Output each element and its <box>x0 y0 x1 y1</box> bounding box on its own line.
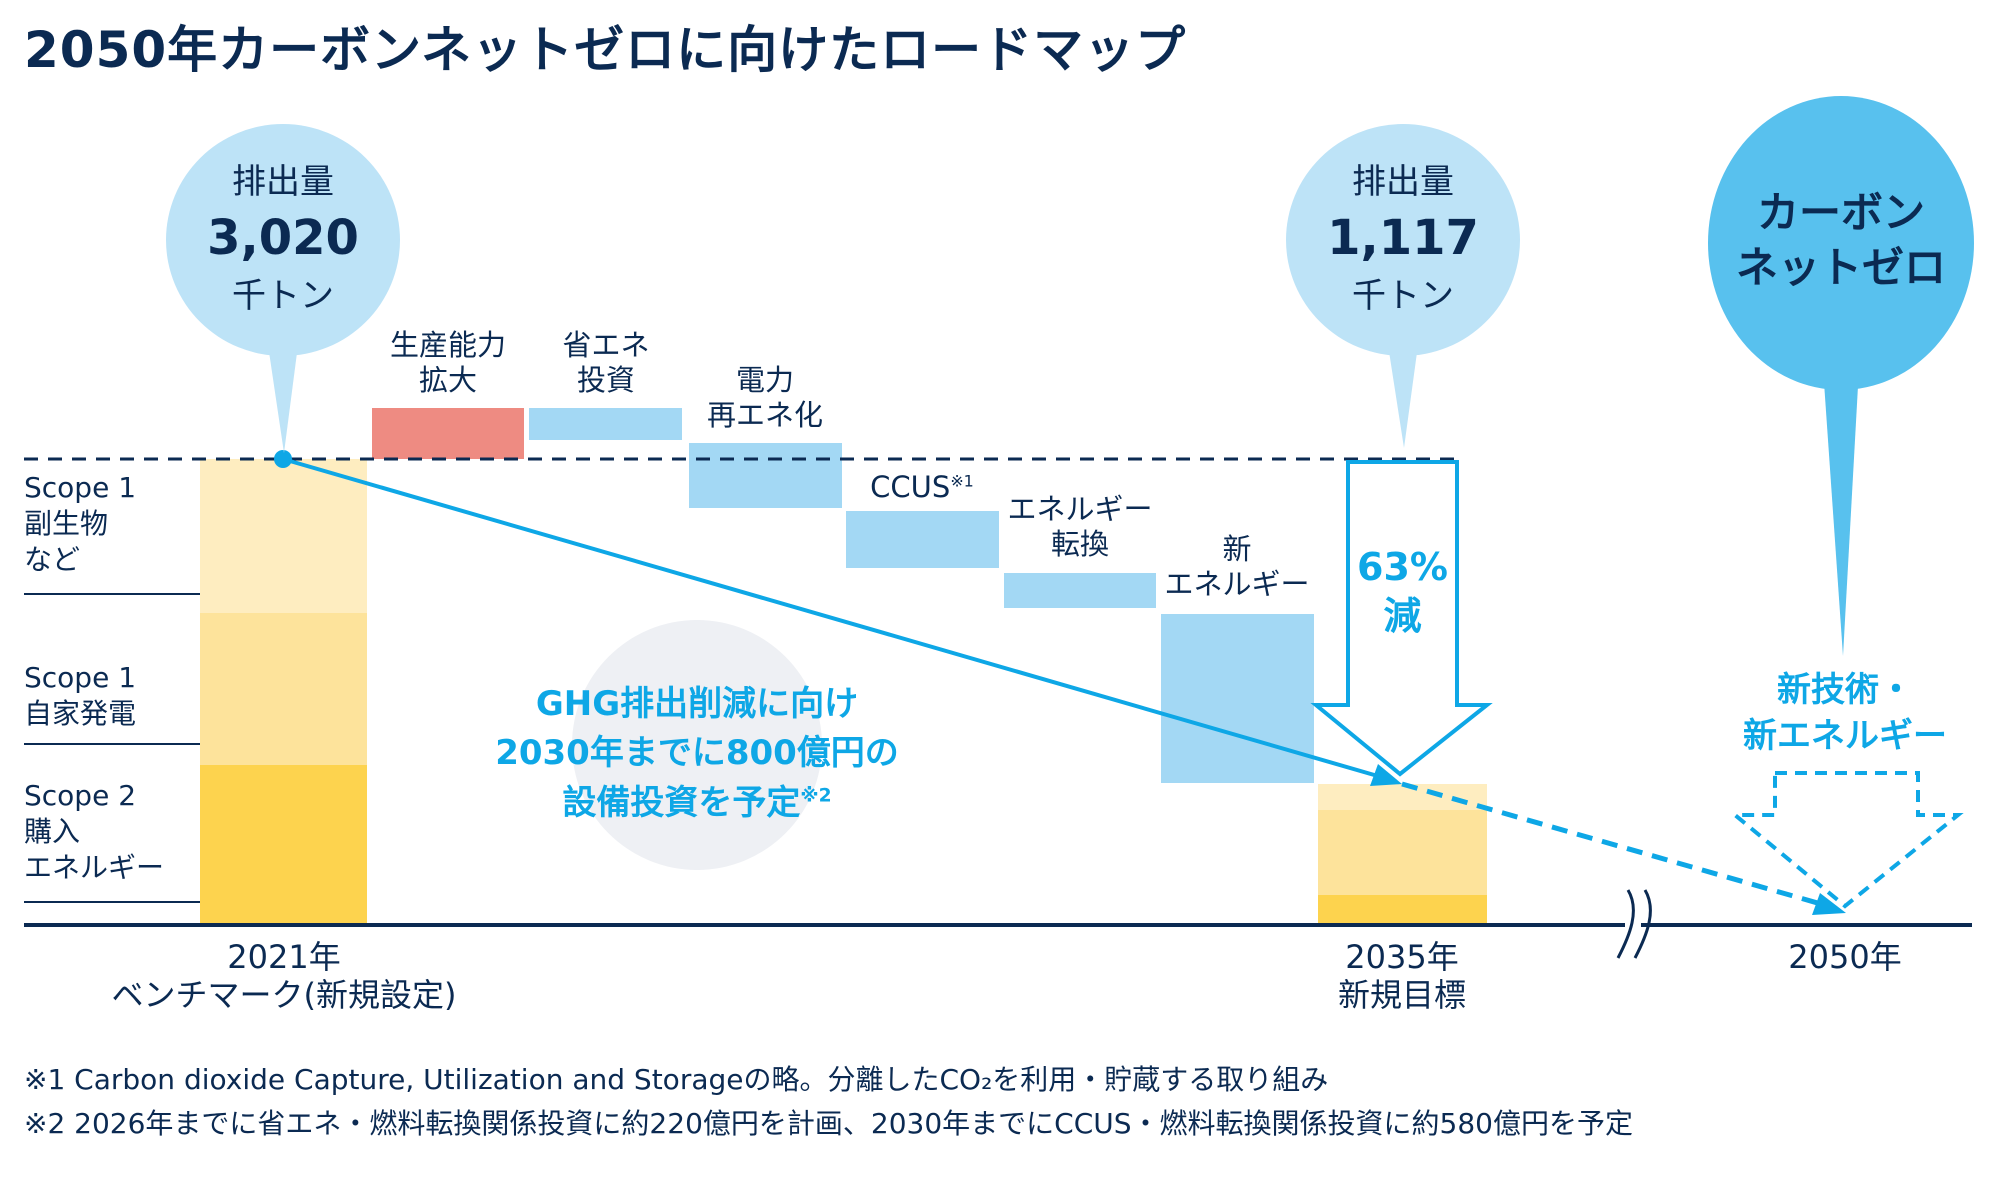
bar-2021 <box>200 459 367 925</box>
step-label-ccus: CCUS※1 <box>870 470 974 504</box>
bar-2021-scope1-power <box>200 613 367 765</box>
step-bar-capacity-expansion <box>372 408 524 459</box>
step-bar-energy-saving <box>529 408 682 440</box>
axis-break-icon <box>1616 889 1652 959</box>
step-bar-renewable-power <box>689 443 842 508</box>
trend-line-2021-2035 <box>282 457 1397 784</box>
bar-2035-scope1-power <box>1318 810 1487 895</box>
step-bar-ccus <box>846 511 999 568</box>
scope-label-scope1-other: Scope 1 副生物 など <box>24 471 137 576</box>
bubble-2035-unit: 千トン <box>1352 276 1454 316</box>
footnote-1: ※1 Carbon dioxide Capture, Utilization a… <box>24 1063 1329 1096</box>
investment-circle <box>572 620 822 870</box>
axis-label-2021: 2021年 ベンチマーク(新規設定) <box>111 938 457 1015</box>
bubble-2050-line2: ネットゼロ <box>1735 243 1946 292</box>
step-label-energy-saving: 省エネ 投資 <box>562 328 650 397</box>
bubble-2050-line1: カーボン <box>1756 188 1925 237</box>
scope-label-scope1-power: Scope 1 自家発電 <box>24 661 137 730</box>
reduction-arrow <box>1310 460 1493 777</box>
bubble-2035-value: 1,117 <box>1327 210 1479 266</box>
bubble-2021-label: 排出量 <box>232 162 334 202</box>
bar-2021-scope2 <box>200 765 367 925</box>
bar-2035 <box>1318 784 1487 925</box>
trend-line-2035-2050 <box>1401 781 1836 911</box>
trend-arrowhead-2050 <box>1812 893 1846 915</box>
bubble-2035-label: 排出量 <box>1352 162 1454 202</box>
future-label: 新技術・ 新エネルギー <box>1743 670 1947 756</box>
bubble-2021-value: 3,020 <box>207 210 359 266</box>
bubble-2050 <box>1708 96 1974 656</box>
trend-arrowhead <box>1370 764 1402 786</box>
start-point <box>274 450 292 468</box>
bubble-2021 <box>166 124 400 453</box>
future-arrow <box>1729 771 1964 909</box>
page-title: 2050年カーボンネットゼロに向けたロードマップ <box>24 21 1187 79</box>
bubble-2021-unit: 千トン <box>232 276 334 316</box>
step-label-capacity-expansion: 生産能力 拡大 <box>389 328 506 397</box>
step-label-energy-conversion: エネルギー 転換 <box>1007 492 1153 561</box>
bar-2035-scope2 <box>1318 895 1487 925</box>
bar-2035-scope1-other <box>1318 784 1487 810</box>
bubble-2035 <box>1286 124 1520 448</box>
footnote-2: ※2 2026年までに省エネ・燃料転換関係投資に約220億円を計画、2030年ま… <box>24 1107 1633 1140</box>
step-bar-new-energy <box>1161 614 1314 783</box>
axis-label-2035: 2035年 新規目標 <box>1337 938 1466 1015</box>
axis-label-2050: 2050年 <box>1788 938 1902 976</box>
step-label-new-energy: 新 エネルギー <box>1164 532 1310 601</box>
reduction-percent: 63% 減 <box>1357 545 1448 639</box>
scope-label-scope2: Scope 2 購入 エネルギー <box>24 779 165 884</box>
step-bar-energy-conversion <box>1004 573 1156 608</box>
investment-note: GHG排出削減に向け 2030年までに800億円の 設備投資を予定※2 <box>495 684 899 823</box>
step-label-renewable-power: 電力 再エネ化 <box>706 363 823 432</box>
bar-2021-scope1-other <box>200 459 367 613</box>
